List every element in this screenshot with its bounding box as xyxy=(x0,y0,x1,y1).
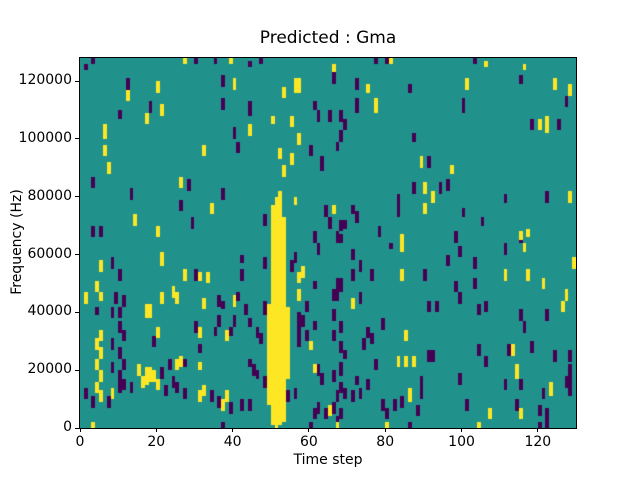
x-tick-label: 20 xyxy=(147,434,166,450)
y-tick-label: 0 xyxy=(63,419,72,435)
plot-area xyxy=(79,57,577,429)
y-tick-label: 100000 xyxy=(18,129,72,146)
y-tick-label: 60000 xyxy=(27,245,72,262)
y-tick-mark xyxy=(75,254,80,256)
y-tick-mark xyxy=(75,196,80,198)
x-tick-label: 40 xyxy=(223,434,242,450)
y-tick-mark xyxy=(75,311,80,313)
x-tick-mark xyxy=(537,428,539,432)
x-tick-mark xyxy=(384,428,386,432)
chart-title: Predicted : Gma xyxy=(259,28,397,48)
y-tick-mark xyxy=(75,138,80,140)
y-tick-label: 40000 xyxy=(27,303,72,320)
y-tick-label: 120000 xyxy=(18,72,72,89)
y-tick-label: 20000 xyxy=(27,361,72,378)
y-tick-mark xyxy=(75,369,80,371)
x-tick-label: 60 xyxy=(300,434,318,450)
heatmap-canvas xyxy=(80,58,576,428)
x-tick-label: 100 xyxy=(448,434,475,450)
y-axis-label: Frequency (Hz) xyxy=(9,189,25,295)
x-tick-mark xyxy=(79,428,81,432)
y-tick-mark xyxy=(75,427,80,429)
x-tick-label: 80 xyxy=(376,434,395,450)
x-tick-mark xyxy=(155,428,157,432)
x-tick-label: 0 xyxy=(75,434,85,450)
x-axis-label: Time step xyxy=(293,452,363,468)
x-tick-label: 120 xyxy=(524,434,552,450)
x-tick-mark xyxy=(308,428,310,432)
y-tick-mark xyxy=(75,80,80,82)
x-tick-mark xyxy=(232,428,234,432)
x-tick-mark xyxy=(461,428,463,432)
y-tick-label: 80000 xyxy=(27,187,72,204)
